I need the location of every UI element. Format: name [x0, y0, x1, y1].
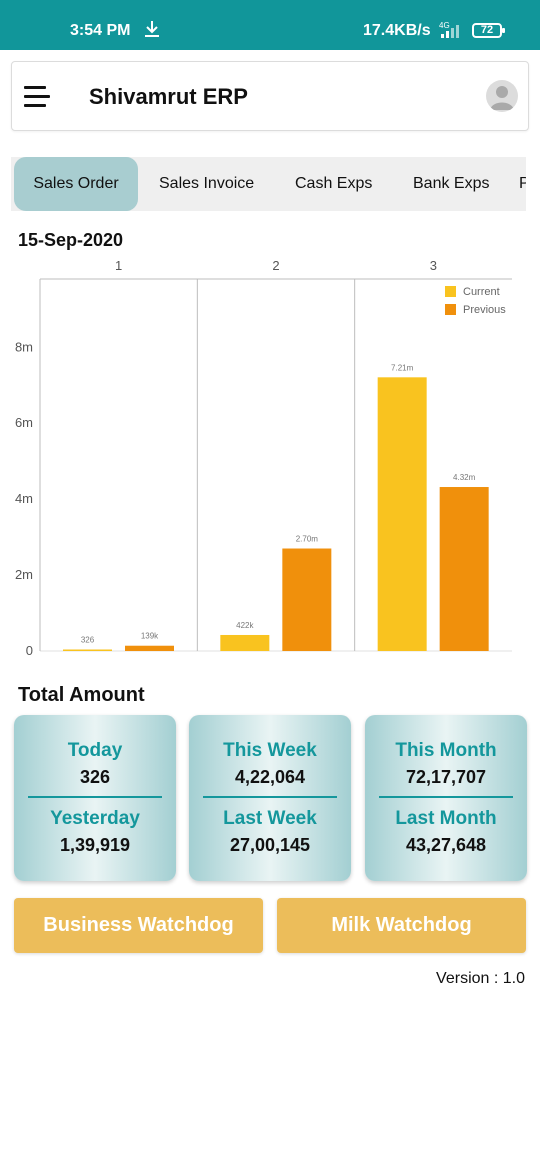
chart-bar: [377, 377, 427, 651]
card-this-month-label: This Month: [395, 740, 497, 761]
tab-bar: Sales Order Sales Invoice Cash Exps Bank…: [11, 157, 526, 211]
card-monthly[interactable]: This Month 72,17,707 Last Month 43,27,64…: [365, 715, 527, 881]
report-date: 15-Sep-2020: [18, 230, 124, 250]
card-today-value: 326: [79, 767, 111, 787]
status-bar: 3:54 PM 17.4KB/s 4G 72: [0, 0, 540, 50]
chart-y-tick-label: 0: [26, 643, 33, 658]
app-title: Shivamrut ERP: [89, 84, 248, 109]
chart-data-label: 139k: [141, 632, 159, 641]
card-divider: [28, 796, 162, 798]
card-yesterday-value: 1,39,919: [59, 835, 131, 855]
chart-bar: [125, 645, 174, 651]
card-last-month-value: 43,27,648: [405, 835, 487, 855]
card-divider: [379, 796, 513, 798]
card-divider: [203, 796, 337, 798]
network-type-label: 4G: [439, 21, 450, 30]
total-amount-title: Total Amount: [18, 684, 145, 706]
chart-y-tick-label: 2m: [15, 567, 33, 582]
menu-icon[interactable]: [24, 84, 50, 110]
milk-watchdog-button[interactable]: Milk Watchdog: [277, 898, 526, 953]
chart-y-tick-label: 8m: [15, 339, 33, 354]
chart-legend-label: Previous: [463, 304, 506, 316]
chart-data-label: 422k: [236, 621, 254, 630]
network-speed: 17.4KB/s: [363, 22, 431, 39]
card-daily[interactable]: Today 326 Yesterday 1,39,919: [14, 715, 176, 881]
chart-bar: [220, 634, 270, 651]
status-time: 3:54 PM: [70, 22, 131, 39]
tab-bank-exps[interactable]: Bank Exps: [413, 175, 490, 192]
chart-category-label: 2: [272, 258, 279, 273]
chart-data-label: 326: [81, 636, 95, 645]
app-bar: Shivamrut ERP: [11, 61, 529, 131]
tab-partial[interactable]: P: [519, 175, 526, 192]
card-weekly[interactable]: This Week 4,22,064 Last Week 27,00,145: [189, 715, 351, 881]
card-today-label: Today: [67, 740, 123, 761]
chart-data-label: 2.70m: [296, 535, 319, 544]
chart-legend-swatch: [445, 304, 456, 315]
chart-data-label: 4.32m: [453, 473, 476, 482]
card-yesterday-label: Yesterday: [50, 808, 140, 829]
version-label: Version : 1.0: [436, 970, 525, 987]
tab-sales-order[interactable]: Sales Order: [14, 157, 138, 211]
card-this-week-value: 4,22,064: [234, 767, 306, 787]
chart-category-label: 1: [115, 258, 122, 273]
avatar-icon[interactable]: [486, 80, 518, 112]
card-last-month-label: Last Month: [395, 808, 497, 829]
card-last-week-value: 27,00,145: [229, 835, 311, 855]
card-this-week-label: This Week: [223, 740, 317, 761]
battery-icon: 72: [472, 23, 505, 38]
chart-y-tick-label: 6m: [15, 415, 33, 430]
chart-bar: [282, 548, 332, 651]
chart-y-tick-label: 4m: [15, 491, 33, 506]
sales-order-chart: 1 2 3 0 2m 4m 6m 8m 326 139k 422k 2.70m 7.21m 4.32m Cu…: [15, 258, 512, 658]
chart-data-label: 7.21m: [391, 363, 414, 372]
chart-bar: [63, 649, 112, 651]
tab-sales-invoice[interactable]: Sales Invoice: [159, 175, 255, 192]
business-watchdog-button[interactable]: Business Watchdog: [14, 898, 263, 953]
signal-icon: 4G: [439, 21, 459, 38]
chart-category-label: 3: [430, 258, 437, 273]
chart-legend-label: Current: [463, 286, 500, 298]
download-icon: [145, 21, 159, 37]
chart-bar: [439, 487, 489, 651]
tab-cash-exps[interactable]: Cash Exps: [295, 175, 373, 192]
chart-legend-swatch: [445, 286, 456, 297]
card-this-month-value: 72,17,707: [405, 767, 487, 787]
card-last-week-label: Last Week: [223, 808, 317, 829]
